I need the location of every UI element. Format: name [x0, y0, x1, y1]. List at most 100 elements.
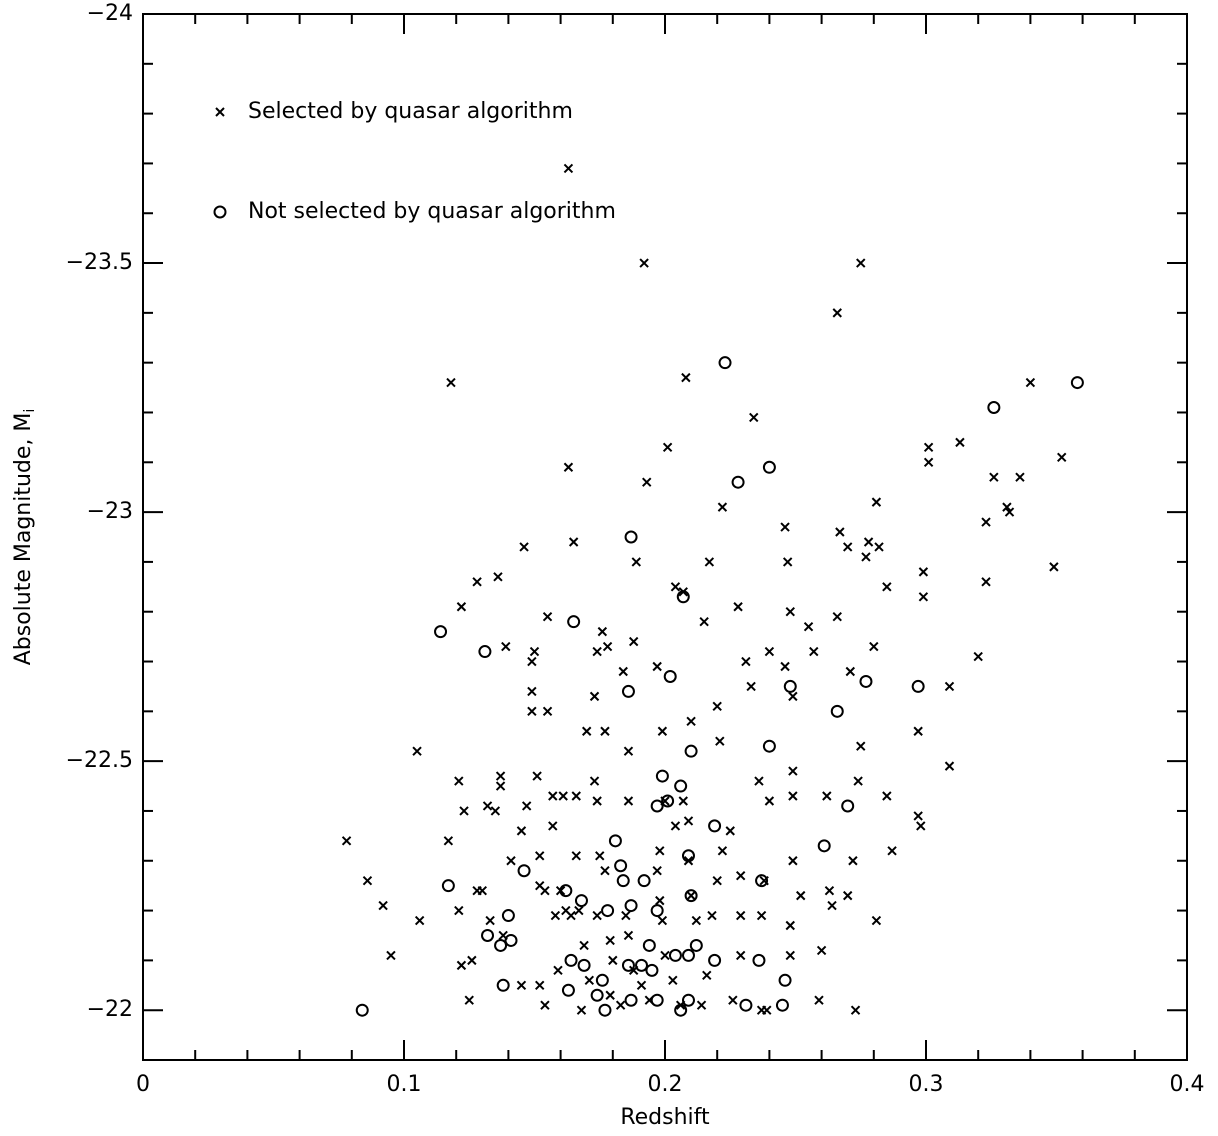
cross-marker [341, 836, 352, 846]
cross-marker [918, 592, 929, 602]
cross-marker [824, 885, 835, 896]
x-axis-label: Redshift [620, 1105, 710, 1130]
cross-marker [853, 776, 863, 786]
cross-marker [670, 582, 681, 592]
cross-marker [464, 995, 474, 1005]
cross-marker [749, 412, 759, 423]
cross-marker [788, 766, 798, 776]
circle-marker [567, 615, 581, 629]
cross-marker [863, 537, 874, 547]
cross-marker [850, 1005, 861, 1015]
cross-marker [579, 940, 589, 951]
cross-marker [814, 995, 824, 1005]
cross-marker [652, 866, 662, 876]
circle-marker [762, 739, 776, 753]
circle-marker [681, 948, 695, 962]
cross-marker [574, 905, 584, 916]
cross-marker [600, 726, 610, 736]
cross-marker [712, 875, 722, 886]
cross-marker [809, 646, 819, 657]
x-tick-label: 0.3 [909, 1072, 944, 1097]
circle-marker [501, 909, 515, 923]
circle-marker [494, 938, 508, 952]
cross-marker [913, 726, 923, 736]
cross-marker [519, 542, 529, 552]
legend-marker [215, 107, 225, 117]
cross-marker [548, 791, 558, 801]
circle-marker [517, 864, 531, 878]
cross-marker [589, 691, 600, 702]
cross-marker [725, 826, 735, 836]
cross-marker [842, 542, 853, 552]
circle-marker [708, 953, 722, 967]
cross-marker [568, 537, 579, 547]
cross-marker [842, 890, 853, 901]
cross-marker [615, 1000, 626, 1010]
circle-marker [590, 988, 604, 1002]
cross-marker [495, 781, 506, 791]
circle-marker [624, 899, 638, 913]
circle-marker [676, 590, 690, 604]
cross-marker [848, 856, 858, 866]
cross-marker [981, 577, 991, 587]
circle-marker [355, 1003, 369, 1017]
cross-marker [1025, 377, 1036, 388]
cross-marker [482, 801, 493, 811]
y-axis-label: Absolute Magnitude, Mi [11, 409, 38, 666]
circle-marker [621, 684, 635, 698]
cross-marker [386, 950, 396, 961]
cross-marker [548, 821, 558, 831]
circle-marker [684, 889, 698, 903]
cross-marker [623, 930, 634, 941]
cross-marker [605, 990, 615, 1000]
circle-marker [650, 904, 664, 918]
cross-marker [712, 701, 722, 712]
cross-marker [561, 905, 571, 916]
cross-marker [655, 846, 665, 856]
cross-marker [780, 661, 790, 672]
cross-marker [529, 646, 540, 657]
circle-marker [708, 819, 722, 833]
cross-marker [581, 726, 592, 736]
circle-marker [661, 794, 675, 808]
circle-marker [817, 839, 831, 853]
cross-marker [803, 621, 814, 632]
cross-marker [485, 915, 495, 926]
cross-marker [495, 771, 506, 781]
cross-marker [605, 935, 615, 946]
circle-marker [830, 704, 844, 718]
cross-marker [608, 955, 618, 966]
cross-marker [856, 741, 866, 751]
cross-marker [796, 890, 806, 901]
cross-marker [456, 960, 467, 971]
circle-marker [478, 645, 492, 659]
cross-marker [715, 736, 725, 746]
y-axis-label-subscript: i [22, 409, 38, 413]
cross-marker [652, 661, 662, 672]
cross-marker [856, 258, 866, 268]
cross-marker [887, 846, 897, 856]
circle-marker [577, 958, 591, 972]
cross-marker [756, 910, 767, 921]
cross-marker [944, 761, 955, 771]
cross-marker [923, 457, 934, 467]
cross-marker [642, 477, 652, 487]
circle-marker [731, 475, 745, 489]
cross-marker [668, 975, 678, 986]
cross-marker [443, 836, 454, 846]
cross-marker [446, 377, 456, 388]
cross-marker [595, 851, 605, 861]
cross-marker [989, 472, 999, 482]
y-tick-label: −22 [87, 997, 133, 1022]
circle-marker [635, 958, 649, 972]
cross-marker [623, 796, 634, 806]
cross-marker [621, 910, 631, 921]
circle-marker [608, 834, 622, 848]
circle-marker [668, 948, 682, 962]
cross-marker [746, 681, 756, 692]
circle-marker [598, 1003, 612, 1017]
cross-marker [459, 806, 469, 816]
cross-marker [686, 890, 696, 901]
circle-marker [689, 938, 703, 952]
cross-marker [563, 462, 574, 472]
